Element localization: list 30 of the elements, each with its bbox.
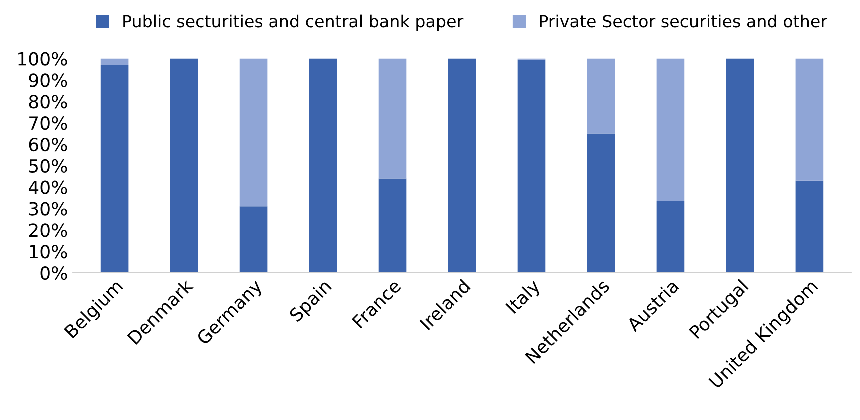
bar bbox=[518, 60, 546, 273]
y-tick-label: 0% bbox=[40, 266, 68, 280]
legend-label: Private Sector securities and other bbox=[540, 14, 828, 28]
y-tick-label: 20% bbox=[29, 224, 68, 238]
bar bbox=[309, 58, 338, 273]
y-tick-label: 70% bbox=[30, 116, 68, 130]
y-tick-label: 60% bbox=[29, 138, 68, 152]
bar bbox=[726, 58, 754, 273]
y-tick-label: 100% bbox=[18, 52, 68, 66]
bar bbox=[378, 178, 407, 273]
bar bbox=[656, 201, 685, 273]
bar bbox=[587, 134, 616, 273]
bar bbox=[240, 58, 268, 207]
y-tick-label: 10% bbox=[30, 245, 68, 259]
y-tick-label: 30% bbox=[29, 202, 68, 216]
y-tick-label: 80% bbox=[29, 95, 68, 109]
bar bbox=[796, 58, 824, 181]
bar bbox=[796, 180, 824, 273]
bar bbox=[100, 58, 129, 66]
bar bbox=[448, 58, 476, 273]
y-tick-label: 40% bbox=[28, 180, 68, 194]
bar bbox=[170, 58, 198, 273]
bar bbox=[378, 58, 407, 179]
legend-label: Public secturities and central bank paper bbox=[124, 14, 464, 31]
y-tick-label: 90% bbox=[29, 74, 68, 88]
bar bbox=[240, 206, 268, 273]
bar bbox=[587, 58, 616, 134]
bar bbox=[656, 58, 685, 202]
y-tick-label: 50% bbox=[30, 159, 68, 174]
bar bbox=[100, 65, 129, 273]
